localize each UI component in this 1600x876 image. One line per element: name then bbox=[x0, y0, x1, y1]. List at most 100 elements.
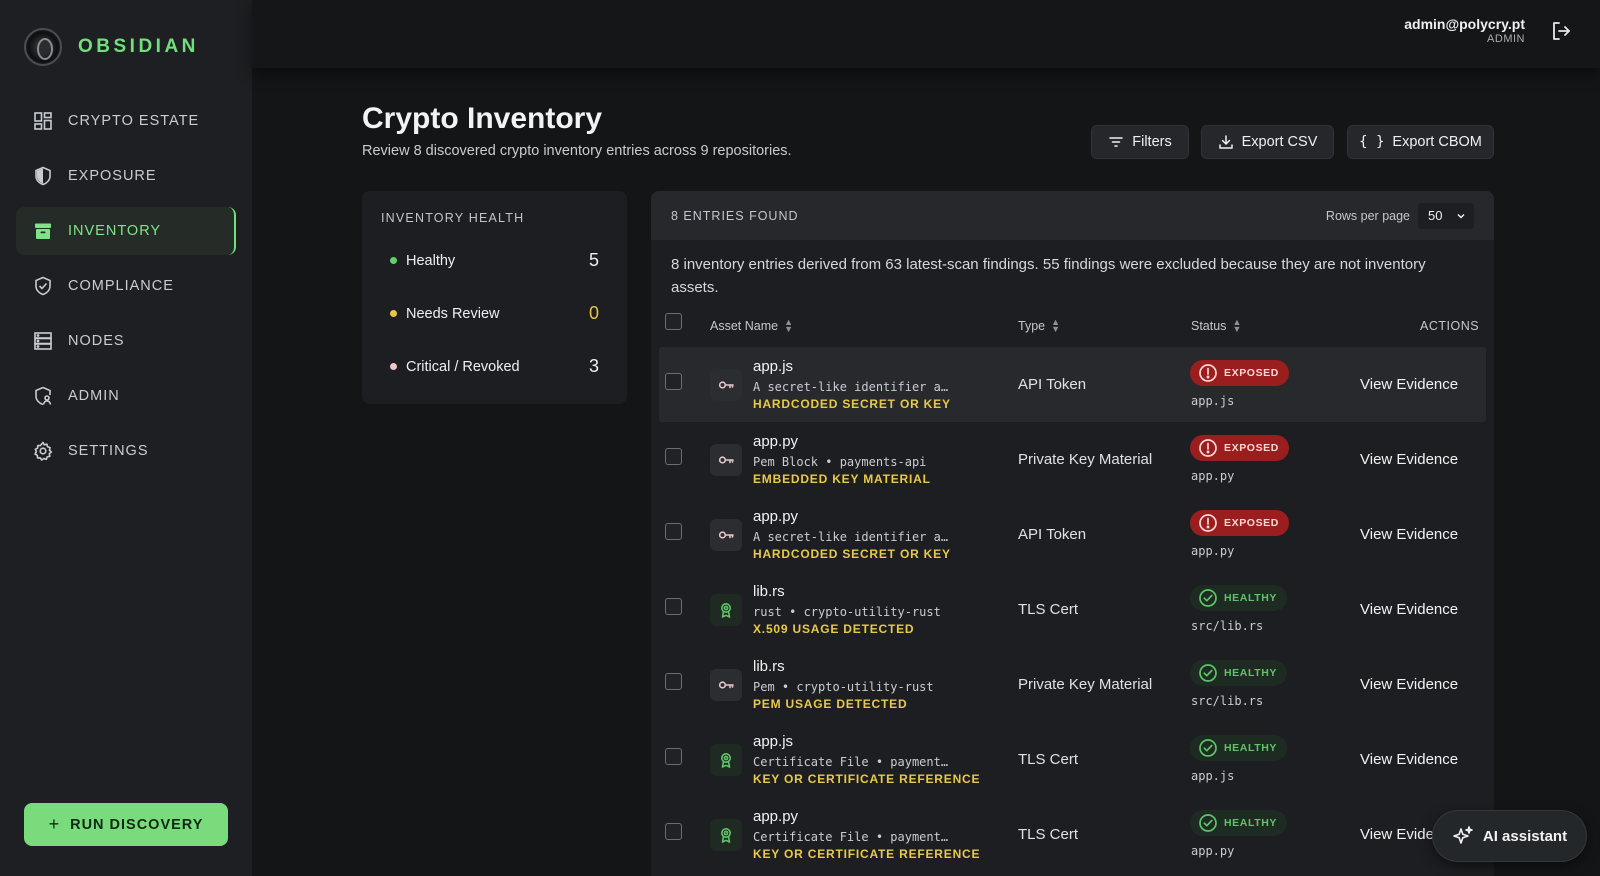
column-header-type[interactable]: Type ▲ ▼ bbox=[1018, 318, 1060, 334]
export-csv-label: Export CSV bbox=[1241, 134, 1318, 150]
sidebar-item-nodes[interactable]: NODES bbox=[16, 317, 236, 365]
plus-icon: + bbox=[48, 814, 61, 834]
certificate-icon bbox=[721, 828, 731, 843]
view-evidence-link[interactable]: View Evidence bbox=[1360, 601, 1459, 618]
row-checkbox[interactable] bbox=[665, 673, 682, 690]
health-count: 5 bbox=[588, 250, 599, 270]
row-checkbox[interactable] bbox=[665, 523, 682, 540]
inventory-table-card: 8 ENTRIES FOUND Rows per page 50 8 inven… bbox=[651, 191, 1494, 876]
select-all-checkbox[interactable] bbox=[665, 313, 682, 330]
view-evidence-link[interactable]: View Evidence bbox=[1360, 451, 1459, 468]
sidebar-item-inventory[interactable]: INVENTORY bbox=[16, 207, 236, 255]
asset-detail: Pem • crypto-utility-rust bbox=[753, 680, 934, 694]
health-row-needs-review[interactable]: Needs Review 0 bbox=[390, 303, 599, 324]
export-csv-button[interactable]: Export CSV bbox=[1201, 125, 1334, 159]
certificate-icon bbox=[721, 603, 731, 618]
health-label: Needs Review bbox=[406, 305, 500, 322]
asset-detail: rust • crypto-utility-rust bbox=[753, 605, 941, 619]
obsidian-logo-icon bbox=[24, 28, 62, 66]
shield-user-icon bbox=[35, 386, 52, 406]
asset-detail: Certificate File • payment… bbox=[753, 830, 949, 844]
sidebar-item-admin[interactable]: ADMIN bbox=[16, 372, 236, 420]
asset-name[interactable]: app.py bbox=[753, 508, 799, 525]
asset-name[interactable]: app.py bbox=[753, 808, 799, 825]
asset-name[interactable]: lib.rs bbox=[753, 658, 785, 675]
sidebar-item-crypto-estate[interactable]: CRYPTO ESTATE bbox=[16, 97, 236, 145]
table-row[interactable]: app.py Pem Block • payments-api EMBEDDED K… bbox=[659, 422, 1486, 497]
asset-type-icon bbox=[710, 444, 742, 476]
table-row[interactable]: lib.rs rust • crypto-utility-rust X.509 US… bbox=[659, 572, 1486, 647]
sidebar-item-exposure[interactable]: EXPOSURE bbox=[16, 152, 236, 200]
status-label: EXPOSED bbox=[1224, 517, 1279, 529]
asset-type: API Token bbox=[1018, 526, 1087, 543]
sparkle-icon bbox=[1453, 826, 1473, 844]
health-row-critical[interactable]: Critical / Revoked 3 bbox=[390, 356, 599, 377]
asset-type: TLS Cert bbox=[1018, 826, 1079, 843]
column-label: Type bbox=[1018, 319, 1046, 333]
user-role: ADMIN bbox=[1487, 33, 1525, 45]
logo[interactable]: OBSIDIAN bbox=[24, 28, 199, 66]
check-circle-icon bbox=[1199, 589, 1217, 607]
inventory-health-card: INVENTORY HEALTH Healthy 5 Needs Review … bbox=[362, 191, 627, 404]
table-row[interactable]: app.py Certificate File • payment… KEY OR … bbox=[659, 797, 1486, 872]
sidebar-item-label: INVENTORY bbox=[68, 223, 162, 239]
health-row-healthy[interactable]: Healthy 5 bbox=[390, 250, 599, 271]
asset-name[interactable]: app.js bbox=[753, 733, 794, 750]
view-evidence-link[interactable]: View Evidence bbox=[1360, 526, 1459, 543]
table-row[interactable]: app.py A secret-like identifier a… HARDCOD… bbox=[659, 497, 1486, 572]
row-checkbox[interactable] bbox=[665, 748, 682, 765]
table-row[interactable]: app.js A secret-like identifier a… HARDCOD… bbox=[659, 347, 1486, 422]
ai-assistant-label: AI assistant bbox=[1482, 827, 1568, 845]
status-badge: HEALTHY bbox=[1190, 735, 1288, 761]
archive-icon bbox=[35, 223, 51, 239]
key-icon bbox=[718, 456, 734, 464]
source-path: src/lib.rs bbox=[1191, 619, 1264, 633]
table-description: 8 inventory entries derived from 63 late… bbox=[671, 256, 1426, 296]
table-row[interactable]: app.js Certificate File • payment… KEY OR … bbox=[659, 722, 1486, 797]
asset-name[interactable]: app.py bbox=[753, 433, 799, 450]
row-checkbox[interactable] bbox=[665, 448, 682, 465]
sidebar-item-settings[interactable]: SETTINGS bbox=[16, 427, 236, 475]
sidebar-item-label: SETTINGS bbox=[68, 443, 149, 459]
status-label: EXPOSED bbox=[1224, 367, 1279, 379]
view-evidence-link[interactable]: View Evide bbox=[1360, 826, 1434, 843]
row-checkbox[interactable] bbox=[665, 823, 682, 840]
asset-type: Private Key Material bbox=[1018, 451, 1153, 468]
view-evidence-link[interactable]: View Evidence bbox=[1360, 376, 1459, 393]
download-icon bbox=[1218, 135, 1233, 149]
status-badge: EXPOSED bbox=[1190, 510, 1289, 536]
ai-assistant-button[interactable]: AI assistant bbox=[1432, 810, 1587, 862]
logout-icon[interactable] bbox=[1550, 20, 1572, 42]
asset-type-icon bbox=[710, 819, 742, 851]
source-path: app.py bbox=[1191, 844, 1235, 858]
asset-tag: EMBEDDED KEY MATERIAL bbox=[753, 472, 931, 486]
table-row[interactable]: lib.rs Pem • crypto-utility-rust PEM USAGE… bbox=[659, 647, 1486, 722]
sidebar: OBSIDIAN CRYPTO ESTATE EXPOSURE INVENTOR… bbox=[0, 0, 252, 876]
rows-per-page-select[interactable]: 50 bbox=[1418, 202, 1474, 229]
asset-tag: KEY OR CERTIFICATE REFERENCE bbox=[753, 772, 981, 786]
asset-name[interactable]: app.js bbox=[753, 358, 794, 375]
alert-circle-icon bbox=[1199, 514, 1217, 532]
health-count: 3 bbox=[588, 356, 599, 376]
column-header-asset[interactable]: Asset Name ▲ ▼ bbox=[710, 318, 793, 334]
view-evidence-link[interactable]: View Evidence bbox=[1360, 676, 1459, 693]
asset-detail: Pem Block • payments-api bbox=[753, 455, 927, 469]
source-path: app.py bbox=[1191, 544, 1235, 558]
filters-button[interactable]: Filters bbox=[1091, 125, 1189, 159]
sidebar-item-compliance[interactable]: COMPLIANCE bbox=[16, 262, 236, 310]
row-checkbox[interactable] bbox=[665, 598, 682, 615]
asset-type-icon bbox=[710, 744, 742, 776]
row-checkbox[interactable] bbox=[665, 373, 682, 390]
asset-type: TLS Cert bbox=[1018, 751, 1079, 768]
run-discovery-button[interactable]: + RUN DISCOVERY bbox=[24, 803, 228, 846]
column-label: Status bbox=[1191, 319, 1227, 333]
sort-icon: ▲ ▼ bbox=[1232, 317, 1242, 334]
column-header-status[interactable]: Status ▲ ▼ bbox=[1191, 317, 1242, 334]
check-circle-icon bbox=[1199, 814, 1217, 832]
key-icon bbox=[718, 381, 734, 389]
asset-name[interactable]: lib.rs bbox=[753, 583, 785, 600]
sidebar-item-label: NODES bbox=[68, 333, 125, 349]
view-evidence-link[interactable]: View Evidence bbox=[1360, 751, 1459, 768]
export-cbom-button[interactable]: { } Export CBOM bbox=[1347, 125, 1494, 159]
grid-icon bbox=[34, 112, 52, 130]
